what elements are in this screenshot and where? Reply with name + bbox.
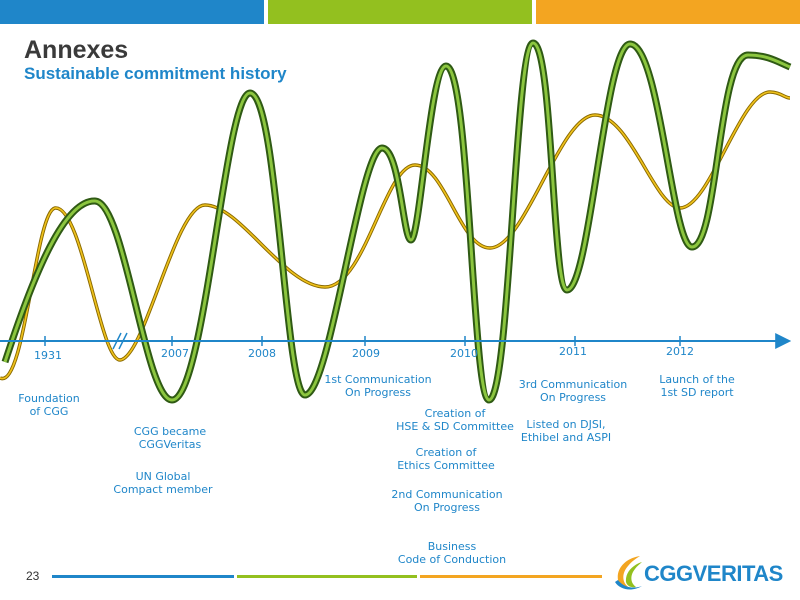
timeline-tick-marks <box>44 336 681 346</box>
event-cgg-became-cggveritas: CGG became CGGVeritas <box>133 425 207 451</box>
footer-line-blue <box>52 575 234 578</box>
event-hse-sd-committee: Creation of HSE & SD Committee <box>396 407 514 433</box>
cggveritas-logo: CGGVERITAS <box>612 552 792 592</box>
event-un-global-compact: UN Global Compact member <box>113 470 213 496</box>
cggveritas-logo-text: CGGVERITAS <box>644 561 783 586</box>
green-wave-highlight <box>3 41 791 402</box>
page-number: 23 <box>26 569 40 583</box>
top-bar-green <box>268 0 532 24</box>
page-title: Annexes <box>24 36 129 64</box>
year-label-2012: 2012 <box>666 345 694 358</box>
event-business-code-of-conduction: Business Code of Conduction <box>397 540 507 566</box>
page-subtitle: Sustainable commitment history <box>24 64 287 83</box>
year-label-1931: 1931 <box>34 349 62 362</box>
timeline-break-mark <box>112 332 122 350</box>
event-ethics-committee: Creation of Ethics Committee <box>397 446 495 472</box>
cggveritas-swoosh-logo-icon <box>615 556 642 590</box>
year-label-2011: 2011 <box>559 345 587 358</box>
year-label-2007: 2007 <box>161 347 189 360</box>
event-foundation-of-cgg: Foundation of CGG <box>18 392 80 418</box>
top-bar-orange <box>536 0 800 24</box>
top-bar-blue <box>0 0 264 24</box>
year-label-2009: 2009 <box>352 347 380 360</box>
event-3rd-communication-on-progress: 3rd Communication On Progress <box>518 378 628 404</box>
year-label-2008: 2008 <box>248 347 276 360</box>
footer-line-green <box>237 575 417 578</box>
year-label-2010: 2010 <box>450 347 478 360</box>
event-1st-communication-on-progress: 1st Communication On Progress <box>324 373 432 399</box>
event-2nd-communication-on-progress: 2nd Communication On Progress <box>391 488 503 514</box>
footer-line-orange <box>420 575 602 578</box>
event-listed-on-djsi: Listed on DJSI, Ethibel and ASPI <box>520 418 612 444</box>
event-1st-sd-report: Launch of the 1st SD report <box>659 373 735 399</box>
timeline-break-mark <box>118 332 128 350</box>
